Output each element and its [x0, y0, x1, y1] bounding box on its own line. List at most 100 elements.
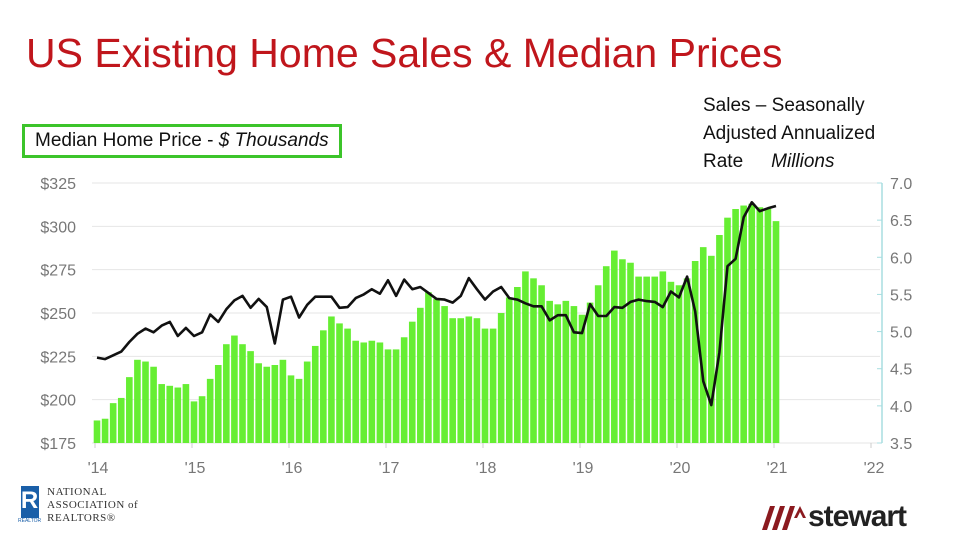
price-bar	[465, 316, 473, 443]
price-bar	[142, 361, 149, 443]
price-bar	[683, 278, 691, 443]
price-bar	[263, 366, 271, 443]
price-bar	[691, 261, 699, 443]
price-bar	[320, 330, 327, 443]
price-bar	[611, 250, 618, 443]
price-bar	[223, 344, 230, 443]
price-bar	[699, 247, 707, 443]
price-bar	[497, 313, 505, 443]
price-bar	[708, 255, 715, 443]
left-tick-label: $250	[40, 306, 76, 323]
price-bar	[239, 344, 246, 443]
right-tick-label: 6.5	[890, 213, 912, 230]
price-bar	[530, 278, 537, 443]
right-axis-label: Sales – Seasonally Adjusted Annualized R…	[703, 92, 875, 176]
price-bar	[311, 345, 319, 443]
price-bar	[732, 209, 739, 443]
stewart-stripes-icon	[762, 506, 806, 530]
price-bar	[247, 351, 254, 443]
price-bar	[303, 361, 311, 443]
price-bar	[352, 340, 359, 443]
price-bar	[643, 276, 650, 443]
price-bar	[109, 403, 117, 443]
x-tick-label: '22	[864, 460, 885, 477]
price-bar	[295, 378, 303, 443]
price-bar	[514, 287, 521, 443]
right-axis-label-line1: Sales – Seasonally	[703, 95, 865, 116]
price-bar	[546, 300, 553, 443]
x-tick-label: '14	[88, 460, 109, 477]
price-bar	[279, 359, 287, 443]
price-bar	[740, 205, 747, 443]
price-bar	[505, 297, 513, 443]
price-bar	[231, 335, 238, 443]
price-bar	[538, 285, 545, 443]
price-bar	[336, 323, 343, 443]
price-bar	[158, 384, 165, 443]
price-bar	[271, 365, 279, 443]
price-bar	[344, 328, 351, 443]
right-tick-label: 7.0	[890, 176, 912, 193]
right-tick-label: 5.0	[890, 325, 912, 342]
price-bar	[627, 262, 634, 443]
realtor-mark: R REALTOR	[18, 486, 41, 525]
x-tick-label: '16	[282, 460, 303, 477]
price-bar	[748, 203, 756, 443]
price-bar	[602, 266, 610, 443]
price-bar	[578, 314, 586, 443]
chart-title: US Existing Home Sales & Median Prices	[26, 30, 783, 76]
left-tick-label: $300	[40, 219, 76, 236]
right-tick-label: 6.0	[890, 250, 912, 267]
price-bar	[384, 349, 392, 443]
price-bar	[635, 276, 642, 443]
sales-line	[96, 201, 777, 407]
price-bar	[724, 217, 731, 443]
price-bar	[756, 207, 764, 443]
price-bar	[449, 318, 456, 443]
right-axis-label-line2: Adjusted Annualized	[703, 123, 876, 144]
price-bar	[417, 307, 424, 443]
price-bar	[255, 363, 262, 443]
left-axis-label: Median Home Price - $ Thousands	[22, 124, 342, 158]
price-bar	[651, 276, 659, 443]
price-bar	[457, 318, 465, 443]
price-bar	[586, 302, 594, 443]
price-bar	[198, 396, 206, 443]
price-bar	[126, 377, 133, 443]
nar-logo-text: NATIONAL ASSOCIATION of REALTORS®	[47, 486, 138, 525]
price-bar	[150, 366, 157, 443]
left-tick-label: $325	[40, 176, 76, 193]
x-tick-label: '17	[379, 460, 400, 477]
price-bar	[214, 365, 222, 443]
price-bar	[408, 321, 416, 443]
price-bar	[360, 342, 368, 443]
price-bar	[328, 316, 335, 443]
price-bar	[287, 375, 295, 443]
price-bar	[93, 420, 101, 443]
price-bar	[182, 384, 190, 443]
left-tick-label: $200	[40, 393, 76, 410]
price-bar	[562, 300, 570, 443]
price-bar	[659, 271, 667, 443]
price-bar	[667, 281, 675, 443]
price-bar	[376, 342, 384, 443]
left-tick-label: $175	[40, 436, 76, 453]
right-tick-label: 5.5	[890, 287, 912, 304]
right-tick-label: 3.5	[890, 436, 912, 453]
price-bar	[117, 397, 125, 443]
price-bar	[174, 387, 182, 443]
price-bar	[166, 385, 174, 443]
nar-text-line: REALTORS®	[47, 512, 116, 524]
price-bar	[473, 318, 481, 443]
x-tick-label: '20	[670, 460, 691, 477]
nar-text-line: NATIONAL	[47, 486, 107, 498]
price-bar	[190, 401, 198, 443]
price-bar	[481, 328, 489, 443]
right-axis-label-unit: Millions	[771, 151, 835, 172]
price-bar	[441, 306, 448, 443]
right-tick-label: 4.0	[890, 399, 912, 416]
x-tick-label: '21	[767, 460, 788, 477]
price-bar	[425, 292, 432, 443]
price-bar	[522, 271, 529, 443]
